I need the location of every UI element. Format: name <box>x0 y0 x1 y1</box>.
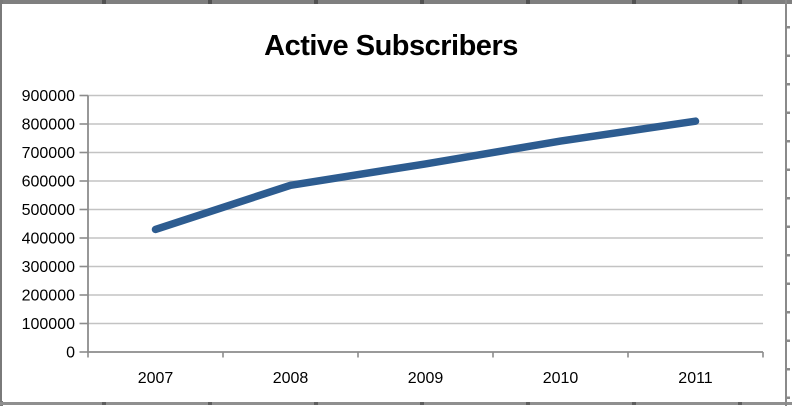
x-axis-tick-label: 2010 <box>543 370 579 387</box>
y-axis-tick-label: 700000 <box>22 145 75 162</box>
y-axis-tick-label: 800000 <box>22 117 75 134</box>
y-axis-tick-label: 0 <box>66 345 75 362</box>
spreadsheet-bottom-gridline <box>0 401 792 405</box>
y-axis-tick-label: 900000 <box>22 88 75 105</box>
chart-object[interactable]: Active Subscribers <box>2 4 785 401</box>
spreadsheet-right-gridline <box>785 0 787 406</box>
x-axis-tick-label: 2009 <box>408 370 444 387</box>
y-axis-tick-label: 100000 <box>22 316 75 333</box>
spreadsheet-row-ticks <box>787 0 790 406</box>
spreadsheet-left-gridline <box>0 0 3 406</box>
spreadsheet-top-gridline <box>0 0 792 4</box>
x-axis-tick-label: 2008 <box>273 370 309 387</box>
x-axis-tick-label: 2007 <box>138 370 174 387</box>
x-axis-tick-label: 2011 <box>678 370 713 387</box>
chart-title: Active Subscribers <box>264 30 518 62</box>
y-axis-tick-label: 500000 <box>22 202 75 219</box>
y-axis-tick-label: 600000 <box>22 174 75 191</box>
y-axis-tick-label: 300000 <box>22 259 75 276</box>
y-axis-tick-label: 200000 <box>22 288 75 305</box>
series-line-active-subscribers[interactable] <box>151 117 700 234</box>
y-axis-tick-label: 400000 <box>22 231 75 248</box>
